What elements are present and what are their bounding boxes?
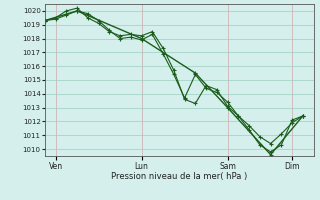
X-axis label: Pression niveau de la mer( hPa ): Pression niveau de la mer( hPa ): [111, 172, 247, 181]
